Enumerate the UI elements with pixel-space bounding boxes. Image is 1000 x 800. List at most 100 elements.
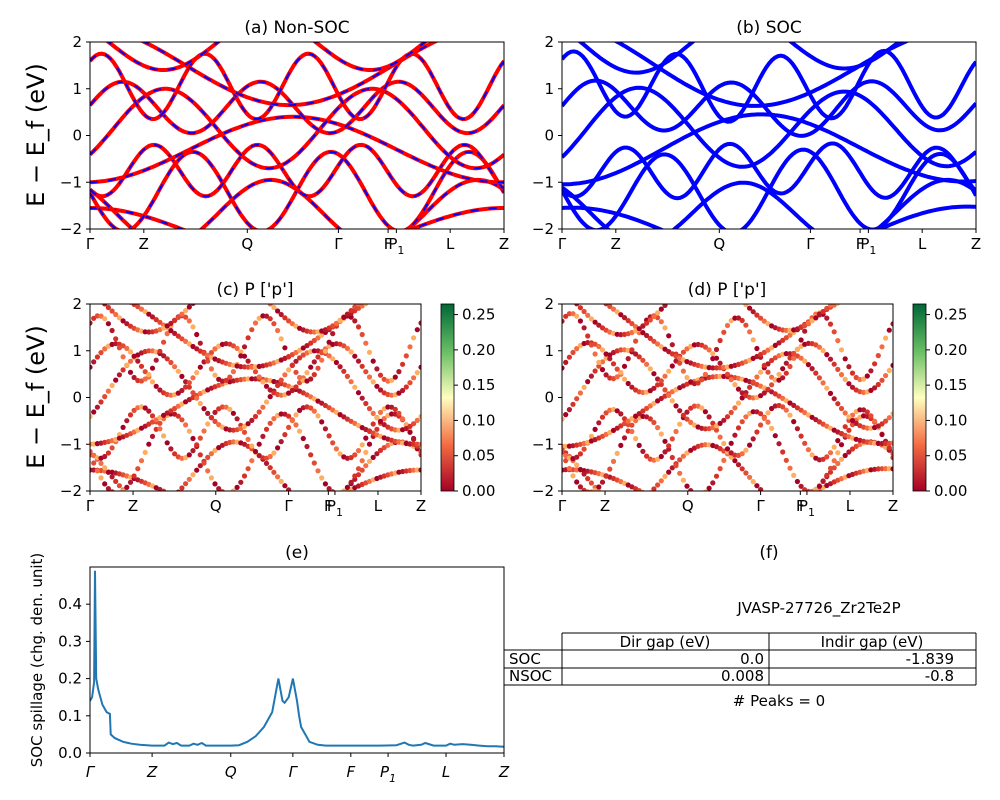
- projected-point: [629, 321, 635, 327]
- projected-point: [816, 344, 823, 350]
- projected-point: [363, 369, 369, 375]
- projected-point: [563, 452, 569, 459]
- projected-point: [732, 458, 738, 464]
- projected-point: [315, 413, 321, 419]
- projected-point: [658, 478, 664, 484]
- projected-point: [713, 346, 720, 353]
- projected-point: [728, 377, 734, 383]
- ytick-label: −1: [532, 173, 554, 191]
- xtick-label: Z: [416, 497, 426, 515]
- ytick-label: 0.1: [58, 707, 82, 725]
- projected-point: [263, 399, 270, 405]
- projected-point: [669, 398, 675, 404]
- projected-point: [234, 345, 240, 351]
- projected-point: [238, 349, 244, 355]
- projected-point: [798, 355, 804, 361]
- projected-point: [142, 449, 148, 455]
- projected-point: [710, 351, 716, 357]
- projected-point: [385, 404, 391, 410]
- projected-point: [747, 474, 753, 480]
- projected-point: [886, 367, 892, 374]
- projected-point: [879, 344, 885, 350]
- projected-point: [743, 470, 749, 476]
- projected-point: [337, 364, 343, 370]
- projected-point: [157, 387, 163, 393]
- xtick-label: F: [346, 763, 355, 781]
- projected-point: [824, 305, 830, 311]
- projected-point: [599, 479, 606, 485]
- projected-point: [256, 441, 262, 447]
- projected-point: [208, 415, 214, 421]
- projected-point: [330, 356, 336, 362]
- projected-point: [658, 431, 664, 437]
- projected-point: [286, 367, 292, 373]
- projected-point: [739, 451, 745, 457]
- projected-point: [227, 374, 233, 380]
- projected-point: [754, 312, 760, 318]
- projected-point: [208, 350, 214, 356]
- xtick-label: Γ: [558, 497, 567, 515]
- projected-point: [824, 315, 830, 321]
- projected-point: [577, 318, 584, 324]
- projected-point: [135, 304, 141, 310]
- projected-point: [574, 462, 580, 468]
- panel-f-title: (f): [759, 543, 778, 563]
- panel-e-ylabel: SOC spillage (chg. den. unit): [28, 553, 46, 768]
- projected-point: [647, 366, 653, 372]
- projected-point: [750, 379, 756, 385]
- projected-point: [640, 323, 646, 329]
- projected-point: [359, 442, 365, 448]
- projected-point: [563, 458, 569, 464]
- xtick-label: L: [442, 763, 450, 781]
- projected-point: [562, 318, 565, 324]
- band-line: [562, 48, 976, 124]
- projected-point: [677, 360, 683, 366]
- projected-point: [835, 450, 841, 456]
- projected-point: [581, 446, 587, 452]
- projected-point: [363, 340, 369, 346]
- projected-point: [820, 456, 826, 462]
- projected-point: [614, 309, 620, 315]
- projected-point: [352, 452, 358, 458]
- projected-point: [249, 458, 255, 464]
- projected-point: [94, 404, 100, 410]
- projected-point: [414, 441, 420, 447]
- panel-a-bands: [90, 42, 504, 229]
- projected-point: [275, 474, 281, 480]
- projected-point: [750, 309, 756, 315]
- projected-point: [124, 418, 130, 424]
- projected-point: [363, 449, 369, 455]
- band-line-overlay: [90, 143, 504, 198]
- projected-point: [352, 384, 358, 390]
- projected-point: [581, 384, 587, 390]
- projected-point: [418, 320, 421, 326]
- projected-point: [647, 416, 653, 422]
- projected-point: [267, 453, 273, 460]
- projected-point: [297, 355, 303, 361]
- projected-point: [179, 311, 185, 317]
- projected-point: [131, 374, 137, 381]
- projected-point: [596, 420, 602, 426]
- projected-point: [116, 345, 122, 351]
- projected-point: [175, 368, 181, 374]
- projected-point: [743, 447, 749, 453]
- projected-point: [706, 347, 712, 353]
- projected-point: [662, 438, 668, 444]
- table-title: JVASP-27726_Zr2Te2P: [736, 599, 900, 618]
- projected-point: [172, 364, 178, 370]
- projected-point: [164, 440, 170, 446]
- projected-point: [710, 480, 716, 486]
- projected-point: [352, 318, 358, 324]
- projected-point: [392, 406, 398, 412]
- projected-point: [791, 402, 797, 408]
- projected-point: [599, 347, 606, 353]
- projected-point: [732, 432, 738, 438]
- projected-point: [105, 388, 111, 394]
- projected-point: [186, 304, 192, 310]
- projected-point: [278, 311, 284, 318]
- band-line: [105, 42, 429, 72]
- xtick-label: P1: [327, 497, 343, 519]
- projected-point: [197, 364, 203, 370]
- projected-point: [724, 322, 731, 329]
- projected-point: [190, 375, 196, 381]
